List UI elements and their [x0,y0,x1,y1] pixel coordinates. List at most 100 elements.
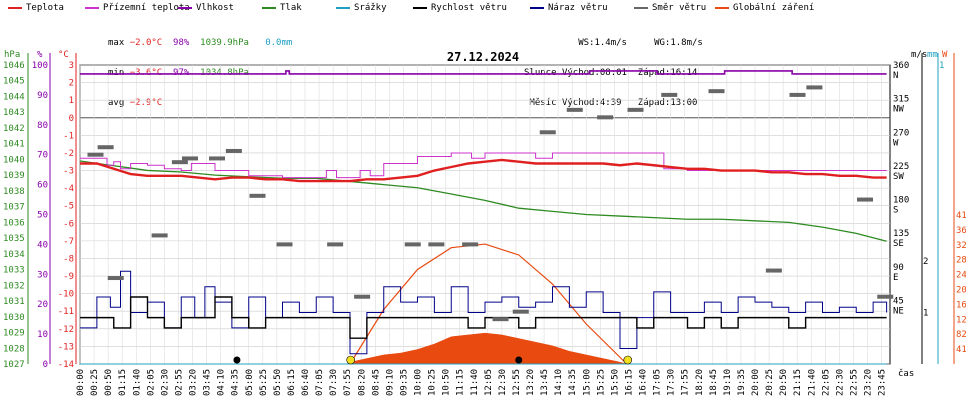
tick-label-degc: -14 [58,360,74,370]
series-wind-direction-mark [327,242,344,247]
axis-title-ms: m/s [911,50,927,60]
tick-label-degc: -3 [63,167,74,177]
info-sun: Slunce [524,68,557,78]
tick-label-dir-name: NW [893,105,904,115]
tick-label-time: 11:15 [456,369,466,396]
tick-label-pct: 0 [43,360,48,370]
tick-label-time: 15:00 [582,369,592,396]
tick-label-time: 07:30 [329,369,339,396]
tick-label-w: 410 [956,211,966,221]
legend-swatch [530,7,544,9]
tick-label-dir: 135 [893,229,909,239]
series-wind-direction-mark [789,92,806,97]
series-wind-direction-mark [182,156,198,161]
legend-item: Přízemní teplota [85,3,190,13]
tick-label-dir-name: W [893,138,899,148]
series-wind-direction-mark [627,107,644,112]
tick-label-time: 01:40 [132,369,142,396]
tick-label-time: 10:25 [428,369,438,396]
info-moon-set: Západ:13:00 [637,98,698,108]
tick-label-time: 13:20 [526,369,536,396]
tick-label-time: 13:45 [540,369,550,396]
info-sun-rise: Východ:08:01 [561,68,627,78]
tick-label-time: 06:40 [301,369,311,396]
axis-title-hpa: hPa [4,50,20,60]
tick-label-time: 19:35 [737,369,747,396]
tick-label-pct: 50 [37,211,48,221]
series-radiation-theoretical [349,243,628,365]
info-moon: Měsíc [529,98,557,108]
legend-swatch [8,7,22,9]
tick-label-time: 15:25 [596,369,606,396]
tick-label-dir-name: NE [893,306,904,316]
tick-label-degc: 1 [69,96,74,106]
tick-label-pct: 40 [37,240,48,250]
series-wind-direction-mark [539,130,556,135]
stats-min-label: min [108,68,125,78]
tick-label-pct: 90 [37,91,48,101]
legend-label: Globální záření [733,3,815,13]
tick-label-time: 03:45 [203,369,213,396]
tick-label-dir: 225 [893,162,909,172]
legend-swatch [715,7,729,9]
legend-swatch [85,7,99,9]
tick-label-time: 14:35 [568,369,578,396]
series-wind-direction-mark [806,85,823,90]
legend-label: Tlak [280,3,302,13]
tick-label-hpa: 1036 [3,218,25,228]
tick-label-degc: -7 [63,237,74,247]
tick-label-time: 22:30 [835,369,845,396]
tick-label-time: 11:40 [470,369,480,396]
info-ws: WS:1.4m/s [578,38,627,48]
tick-label-pct: 60 [37,181,48,191]
tick-label-hpa: 1035 [3,234,25,244]
tick-label-degc: -13 [58,342,74,352]
tick-label-w: 82 [956,330,966,340]
legend-label: Teplota [26,3,64,13]
series-wind-direction-mark [512,309,529,314]
series-wind-direction-mark [171,160,188,165]
axis-title-mm: mm [927,50,938,60]
axis-title-time: čas [898,368,914,379]
series-wind-direction-mark [97,145,114,150]
series-wind-direction-mark [708,89,725,94]
legend-swatch [178,7,192,9]
stats-max-press: 1039.9hPa [200,38,249,48]
tick-label-degc: 3 [69,61,74,71]
tick-label-mm: 1 [939,61,944,71]
series-wind-direction-mark [462,242,479,247]
tick-label-pct: 30 [37,270,48,280]
legend-label: Vlhkost [196,3,234,13]
legend-item: Náraz větru [530,3,608,13]
legend-item: Srážky [336,3,387,13]
legend-swatch [413,7,427,9]
series-wind-direction-mark [107,276,124,281]
series-wind-direction-mark [428,242,445,247]
tick-label-time: 21:40 [807,369,817,396]
legend-label: Rychlost větru [431,3,507,13]
tick-label-degc: -10 [58,290,74,300]
tick-label-time: 22:55 [849,369,859,396]
tick-label-time: 10:00 [414,369,424,396]
series-wind-direction-mark [276,242,293,247]
series-wind-direction-mark [404,242,421,247]
tick-label-w: 164 [956,300,966,310]
legend-item: Vlhkost [178,3,234,13]
tick-label-time: 02:30 [160,369,170,396]
legend-swatch [336,7,350,9]
legend-item: Globální záření [715,3,814,13]
tick-label-time: 17:55 [681,369,691,396]
tick-label-dir: 180 [893,196,909,206]
tick-label-time: 18:20 [695,369,705,396]
tick-label-pct: 80 [37,121,48,131]
stats-max-hum: 98% [173,38,190,48]
tick-label-time: 20:00 [751,369,761,396]
legend-swatch [262,7,276,9]
tick-label-time: 00:00 [76,369,86,396]
series-radiation-area [349,332,627,365]
tick-label-time: 22:05 [821,369,831,396]
tick-label-hpa: 1033 [3,266,25,276]
tick-label-time: 06:15 [287,369,297,396]
tick-label-ms: 1 [923,308,928,318]
